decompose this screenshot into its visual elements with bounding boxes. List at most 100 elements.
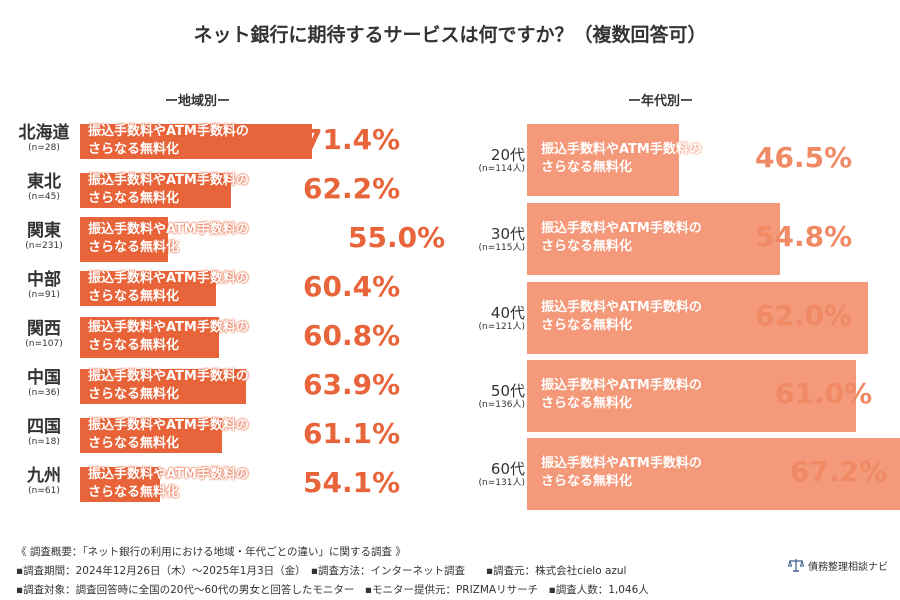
region-value-label: 61.1% [303, 417, 401, 450]
bar-text-line-1: 振込手数料やATM手数料の [88, 222, 249, 237]
chart-title: ネット銀行に期待するサービスは何ですか？（複数回答可） [193, 24, 707, 46]
footer-line-2: ▪調査期間：2024年12月26日（木）～2025年1月3日（金） ▪調査方法：… [16, 565, 627, 577]
region-label: 四国 (n=18) [14, 418, 74, 448]
age-label: 20代 (n=114人) [455, 146, 525, 175]
bar-text-line-1: 振込手数料やATM手数料の [88, 418, 249, 433]
region-sample-size: (n=231) [25, 241, 63, 251]
footer-line-3: ▪調査対象：調査回答時に全国の20代～60代の男女と回答したモニター ▪モニター… [16, 584, 649, 596]
region-value-label: 60.8% [303, 319, 401, 352]
region-bar [80, 270, 216, 306]
footer-line-1: 《 調査概要：「ネット銀行の利用における地域・年代ごとの違い」に関する調査 》 [16, 546, 406, 558]
bar-text-line-2: さらなる無料化 [88, 191, 180, 206]
bar-text-line-2: さらなる無料化 [88, 338, 180, 353]
bar-text-line-2: さらなる無料化 [541, 396, 633, 411]
bar-text-line-1: 振込手数料やATM手数料の [88, 124, 249, 139]
bar-text-line-1: 振込手数料やATM手数料の [88, 173, 249, 188]
age-label: 30代 (n=115人) [455, 225, 525, 254]
region-bar-text: 振込手数料やATM手数料の さらなる無料化 [88, 368, 249, 404]
bar-text-line-2: さらなる無料化 [88, 485, 180, 500]
region-bar-text: 振込手数料やATM手数料の さらなる無料化 [88, 172, 249, 208]
region-label: 関東 (n=231) [14, 222, 74, 252]
scales-of-justice-icon [788, 559, 804, 572]
age-sample-size: (n=136人) [478, 400, 525, 410]
bar-text-line-1: 振込手数料やATM手数料の [541, 221, 702, 236]
region-name: 中部 [27, 270, 61, 290]
age-bar-text: 振込手数料やATM手数料の さらなる無料化 [541, 455, 702, 491]
age-label: 60代 (n=131人) [455, 460, 525, 489]
region-bar [80, 466, 161, 502]
age-value-label: 61.0% [775, 377, 873, 410]
region-bar-text: 振込手数料やATM手数料の さらなる無料化 [88, 319, 249, 355]
region-sample-size: (n=107) [25, 339, 63, 349]
region-sample-size: (n=36) [28, 388, 60, 398]
region-name: 関東 [27, 221, 61, 241]
age-bar-text: 振込手数料やATM手数料の さらなる無料化 [541, 299, 702, 335]
region-value-label: 54.1% [303, 466, 401, 499]
region-bar-text: 振込手数料やATM手数料の さらなる無料化 [88, 123, 249, 159]
age-group-name: 50代 [490, 382, 525, 400]
bar-text-line-2: さらなる無料化 [541, 160, 633, 175]
logo-text: 債務整理相談ナビ [808, 561, 888, 573]
bar-text-line-2: さらなる無料化 [88, 240, 180, 255]
age-bar [527, 360, 856, 432]
region-value-label: 60.4% [303, 270, 401, 303]
region-section-label: ー地域別ー [165, 94, 231, 109]
age-sample-size: (n=121人) [478, 322, 525, 332]
bar-text-line-1: 振込手数料やATM手数料の [88, 369, 249, 384]
bar-text-line-1: 振込手数料やATM手数料の [541, 378, 702, 393]
region-bar [80, 368, 247, 404]
region-label: 関西 (n=107) [14, 320, 74, 350]
region-sample-size: (n=28) [28, 143, 60, 153]
age-group-name: 40代 [490, 304, 525, 322]
region-bar-text: 振込手数料やATM手数料の さらなる無料化 [88, 221, 249, 257]
region-label: 北海道 (n=28) [14, 124, 74, 154]
bar-text-line-2: さらなる無料化 [88, 289, 180, 304]
age-sample-size: (n=114人) [478, 164, 525, 174]
age-bar [527, 438, 900, 510]
age-bar [527, 203, 781, 275]
age-sample-size: (n=115人) [478, 243, 525, 253]
region-sample-size: (n=91) [28, 290, 60, 300]
age-group-name: 20代 [490, 146, 525, 164]
bar-text-line-1: 振込手数料やATM手数料の [541, 142, 702, 157]
region-bar [80, 316, 220, 358]
region-bar [80, 216, 168, 262]
region-value-label: 63.9% [303, 368, 401, 401]
region-sample-size: (n=61) [28, 486, 60, 496]
bar-text-line-2: さらなる無料化 [541, 474, 633, 489]
bar-text-line-1: 振込手数料やATM手数料の [88, 271, 249, 286]
region-label: 中国 (n=36) [14, 369, 74, 399]
age-bar [527, 282, 869, 354]
bar-text-line-2: さらなる無料化 [88, 142, 180, 157]
age-sample-size: (n=131人) [478, 478, 525, 488]
region-bar [80, 123, 313, 159]
region-bar [80, 172, 232, 208]
region-name: 四国 [27, 417, 61, 437]
region-value-label: 62.2% [303, 172, 401, 205]
region-label: 中部 (n=91) [14, 271, 74, 301]
age-bar-text: 振込手数料やATM手数料の さらなる無料化 [541, 220, 702, 256]
age-value-label: 67.2% [790, 455, 888, 488]
age-value-label: 62.0% [755, 299, 853, 332]
age-value-label: 46.5% [755, 141, 853, 174]
region-value-label: 71.4% [303, 123, 401, 156]
age-group-name: 30代 [490, 225, 525, 243]
region-name: 関西 [27, 319, 61, 339]
age-group-name: 60代 [490, 460, 525, 478]
region-name: 東北 [27, 172, 61, 192]
age-value-label: 54.8% [755, 220, 853, 253]
region-bar-text: 振込手数料やATM手数料の さらなる無料化 [88, 466, 249, 502]
age-bar-text: 振込手数料やATM手数料の さらなる無料化 [541, 141, 702, 177]
region-value-label: 55.0% [348, 221, 446, 254]
bar-text-line-1: 振込手数料やATM手数料の [541, 300, 702, 315]
bar-text-line-2: さらなる無料化 [541, 318, 633, 333]
region-label: 東北 (n=45) [14, 173, 74, 203]
region-sample-size: (n=45) [28, 192, 60, 202]
region-name: 中国 [27, 368, 61, 388]
bar-text-line-1: 振込手数料やATM手数料の [88, 320, 249, 335]
region-bar [80, 417, 222, 453]
age-bar-text: 振込手数料やATM手数料の さらなる無料化 [541, 377, 702, 413]
bar-text-line-2: さらなる無料化 [541, 239, 633, 254]
region-label: 九州 (n=61) [14, 467, 74, 497]
region-sample-size: (n=18) [28, 437, 60, 447]
